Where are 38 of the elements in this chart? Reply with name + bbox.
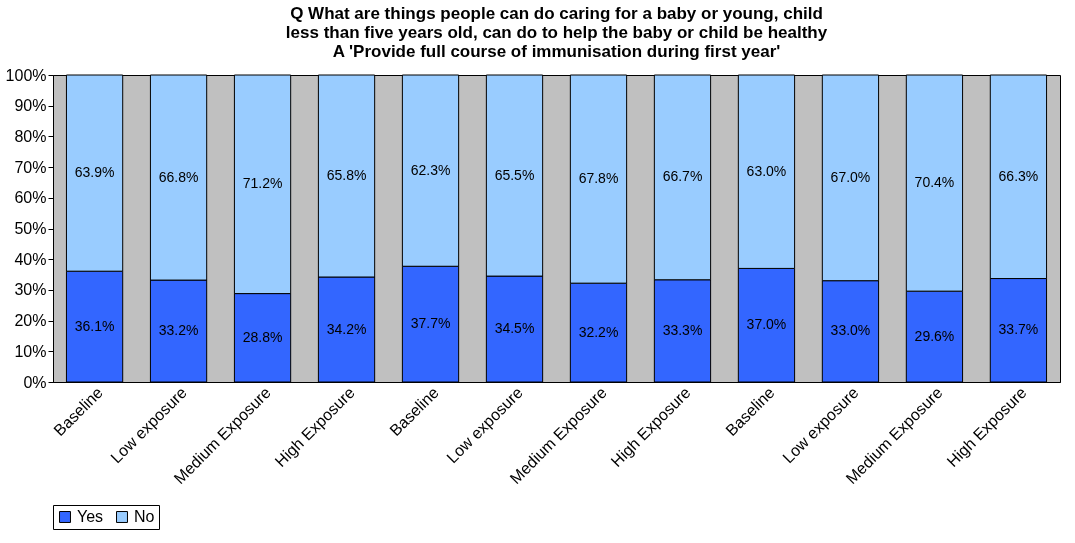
y-tick-label: 0% xyxy=(23,373,47,391)
y-tick-label: 70% xyxy=(14,158,47,176)
data-label: 33.2% xyxy=(158,322,199,339)
data-label: 65.5% xyxy=(494,166,535,183)
data-label: 67.8% xyxy=(578,170,619,187)
chart-title: Q What are things people can do caring for a baby or young, child less than five years old, can do to help the baby or child be healthy A 'Provide full course of immunisation during first year' xyxy=(285,4,828,61)
data-label: 33.7% xyxy=(998,321,1039,338)
data-label: 34.2% xyxy=(326,320,367,337)
legend-label: Yes xyxy=(77,508,104,525)
data-label: 66.3% xyxy=(998,167,1039,184)
data-label: 63.0% xyxy=(746,162,787,179)
data-label: 32.2% xyxy=(578,323,619,340)
y-tick-label: 30% xyxy=(14,281,47,299)
legend-label: No xyxy=(134,508,155,525)
y-tick-label: 10% xyxy=(14,342,47,360)
data-label: 33.0% xyxy=(830,322,871,339)
y-tick-label: 60% xyxy=(14,189,47,207)
data-label: 37.0% xyxy=(746,316,787,333)
data-label: 33.3% xyxy=(662,321,703,338)
data-label: 66.7% xyxy=(662,168,703,185)
data-label: 34.5% xyxy=(494,320,535,337)
data-label: 28.8% xyxy=(242,328,283,345)
y-tick-label: 80% xyxy=(14,127,47,145)
data-label: 65.8% xyxy=(326,167,367,183)
data-label: 66.8% xyxy=(158,168,199,185)
y-tick-label: 20% xyxy=(14,312,47,330)
data-label: 67.0% xyxy=(830,168,871,185)
y-tick-label: 50% xyxy=(14,220,47,237)
y-tick-label: 90% xyxy=(14,97,47,115)
y-tick-label: 100% xyxy=(5,66,47,84)
data-label: 71.2% xyxy=(242,175,283,192)
data-label: 62.3% xyxy=(410,161,451,178)
data-label: 63.9% xyxy=(74,164,115,181)
data-label: 37.7% xyxy=(410,315,451,332)
data-label: 70.4% xyxy=(914,174,955,191)
y-tick-label: 40% xyxy=(14,250,47,268)
data-label: 36.1% xyxy=(74,317,115,334)
data-label: 29.6% xyxy=(914,327,955,344)
